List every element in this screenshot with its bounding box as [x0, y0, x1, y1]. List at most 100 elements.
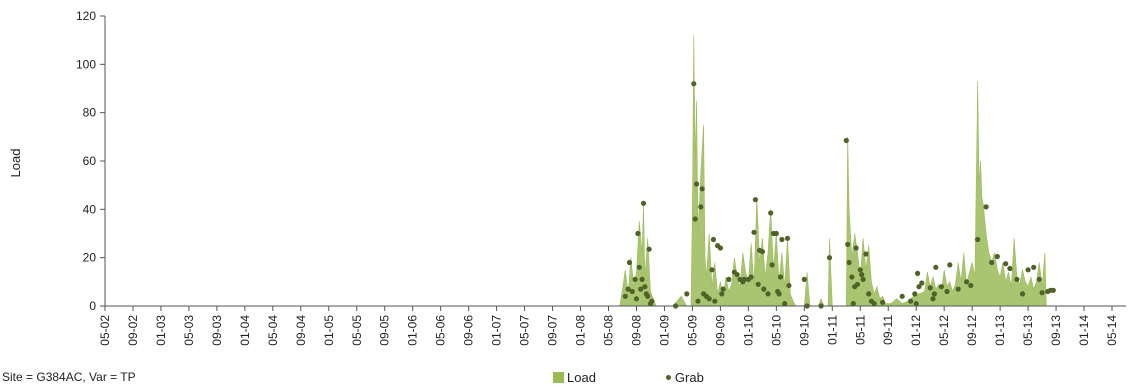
- x-tick-label: 05-03: [182, 315, 196, 346]
- x-tick-label: 05-04: [266, 315, 280, 346]
- x-tick-label: 01-10: [741, 315, 755, 346]
- grab-point: [853, 245, 859, 251]
- grab-point: [857, 267, 863, 273]
- grab-point: [633, 296, 640, 302]
- grab-point: [782, 301, 788, 307]
- x-tick-label: 01-08: [574, 315, 588, 346]
- grab-point: [741, 276, 747, 282]
- grab-point: [646, 246, 652, 252]
- grab-point: [944, 288, 950, 295]
- grab-point: [915, 270, 921, 276]
- grab-point: [639, 276, 645, 282]
- grab-point: [751, 229, 757, 235]
- grab-point: [649, 298, 655, 304]
- grab-point: [710, 236, 717, 243]
- y-tick-label: 20: [83, 251, 97, 265]
- x-tick-label: 01-12: [909, 315, 923, 346]
- grab-point: [1003, 261, 1009, 267]
- y-tick-label: 60: [83, 154, 97, 168]
- grab-point: [801, 276, 807, 282]
- x-tick-label: 01-09: [657, 315, 671, 346]
- grab-point: [933, 264, 939, 270]
- grab-point: [859, 272, 865, 278]
- grab-point: [684, 291, 690, 297]
- grab-point: [717, 245, 724, 251]
- x-tick-label: 09-12: [965, 315, 979, 346]
- grab-point: [769, 262, 775, 268]
- grab-point: [927, 285, 933, 291]
- grab-point: [860, 276, 866, 282]
- y-tick-label: 80: [83, 106, 97, 120]
- grab-point: [694, 181, 700, 187]
- grab-point: [912, 291, 918, 297]
- grab-dot-swatch: [665, 375, 671, 380]
- site-variable-caption: Site = G384AC, Var = TP: [2, 370, 136, 384]
- grab-point: [773, 230, 779, 237]
- y-tick-label: 0: [89, 299, 96, 313]
- grab-point: [916, 284, 922, 290]
- x-tick-label: 09-11: [881, 315, 895, 345]
- x-tick-label: 09-06: [462, 315, 476, 346]
- grab-point: [1031, 264, 1037, 270]
- grab-point: [706, 296, 712, 302]
- grab-point: [748, 274, 754, 280]
- grab-point: [1039, 290, 1045, 296]
- grab-point: [768, 210, 774, 216]
- grab-point: [849, 274, 855, 280]
- grab-point: [755, 281, 761, 287]
- grab-point: [863, 251, 869, 257]
- x-tick-label: 09-10: [797, 315, 811, 346]
- grab-point: [968, 282, 974, 289]
- grab-point: [845, 241, 851, 247]
- grab-point: [759, 249, 766, 255]
- grab-point: [786, 282, 792, 289]
- grab-point: [642, 284, 648, 290]
- grab-point: [784, 235, 791, 241]
- x-tick-label: 09-03: [210, 315, 224, 346]
- grab-point: [640, 200, 647, 206]
- grab-point: [964, 279, 970, 285]
- x-tick-label: 09-04: [294, 315, 308, 346]
- x-axis: 05-02 09-02 01-03 05-03 09-03 01-04 05-04 09-04…: [98, 305, 1126, 346]
- legend: Load Grab: [553, 370, 774, 385]
- grab-point: [871, 301, 877, 307]
- x-tick-label: 01-06: [406, 315, 420, 346]
- grab-point: [779, 236, 785, 243]
- x-tick-label: 05-07: [518, 315, 532, 346]
- grab-point: [1050, 287, 1056, 293]
- y-tick-label: 100: [76, 57, 96, 71]
- grab-point: [712, 298, 718, 304]
- grab-point: [908, 298, 914, 304]
- grab-point: [1036, 276, 1042, 282]
- grab-point: [622, 293, 628, 299]
- grab-point: [854, 281, 861, 287]
- grab-point: [846, 259, 852, 266]
- legend-item-load: Load: [553, 370, 596, 385]
- x-tick-label: 05-06: [434, 315, 448, 346]
- grab-point: [1007, 265, 1013, 272]
- grab-point: [899, 293, 905, 299]
- grab-point: [777, 274, 784, 280]
- x-tick-label: 01-14: [1077, 315, 1091, 346]
- x-tick-label: 09-07: [546, 315, 560, 346]
- grab-point: [629, 288, 635, 295]
- x-tick-label: 01-03: [154, 315, 168, 346]
- grab-point: [989, 259, 995, 266]
- x-tick-label: 01-05: [322, 315, 336, 346]
- grab-point: [930, 296, 936, 302]
- x-tick-label: 05-02: [98, 315, 112, 346]
- x-tick-label: 09-08: [629, 315, 643, 346]
- grab-point: [866, 291, 872, 297]
- x-tick-label: 05-11: [853, 315, 867, 345]
- y-axis-title: Load: [8, 149, 23, 178]
- grab-point: [695, 298, 701, 304]
- x-tick-label: 09-05: [378, 315, 392, 346]
- grab-point: [625, 286, 631, 292]
- grab-point: [994, 253, 1000, 260]
- y-tick-label: 40: [83, 202, 97, 216]
- grab-point: [719, 291, 725, 297]
- grab-point: [765, 291, 771, 297]
- legend-label-load: Load: [567, 370, 596, 385]
- grab-point: [880, 299, 886, 305]
- x-tick-label: 01-13: [993, 315, 1007, 346]
